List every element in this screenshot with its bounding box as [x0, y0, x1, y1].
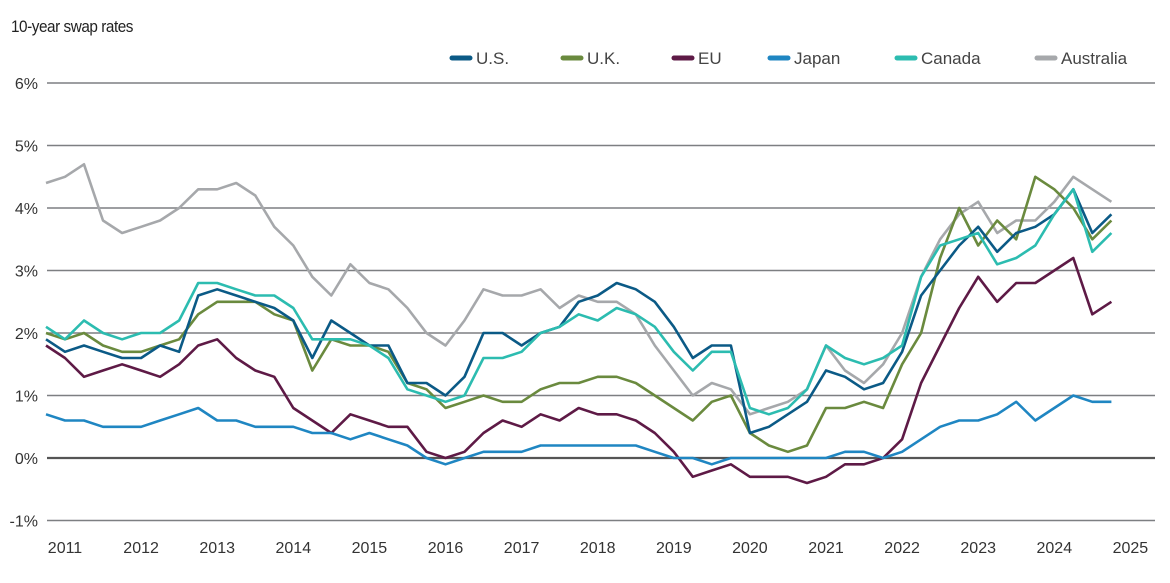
x-tick-label: 2023: [960, 540, 996, 557]
legend: U.S. U.K. EU Japan Canada Australia: [449, 49, 1128, 68]
x-tick-label: 2025: [1113, 540, 1149, 557]
legend-item: EU: [671, 49, 722, 68]
series-line-canada: [45, 188, 1113, 416]
x-tick-label: 2022: [884, 540, 920, 557]
legend-label: Canada: [921, 49, 981, 68]
x-axis-ticks: 2011 2012 2013 2014 2015 2016 2017 2018 2019 2020…: [48, 540, 1149, 557]
y-tick-label: 2%: [15, 326, 38, 343]
x-tick-label: 2011: [48, 540, 83, 557]
legend-label: U.K.: [587, 49, 620, 68]
x-tick-label: 2014: [276, 540, 312, 557]
legend-item: Australia: [1034, 49, 1128, 68]
series-lines: [45, 163, 1113, 485]
x-tick-label: 2021: [808, 540, 844, 557]
x-tick-label: 2018: [580, 540, 616, 557]
x-tick-label: 2012: [123, 540, 159, 557]
series-line-japan: [45, 394, 1112, 466]
x-tick-label: 2015: [352, 540, 388, 557]
series-line-us: [45, 188, 1113, 435]
y-tick-label: 1%: [15, 389, 38, 406]
x-tick-label: 2024: [1037, 540, 1073, 557]
series-line-eu: [45, 256, 1113, 485]
y-axis-ticks: 6% 5% 4% 3% 2% 1% 0% -1%: [10, 76, 38, 531]
y-tick-label: 4%: [15, 201, 38, 218]
legend-label: U.S.: [476, 49, 509, 68]
legend-label: Australia: [1061, 49, 1128, 68]
legend-label: EU: [698, 49, 722, 68]
x-tick-label: 2013: [199, 540, 235, 557]
legend-label: Japan: [794, 49, 840, 68]
y-tick-label: 3%: [15, 264, 38, 281]
y-tick-label: 5%: [15, 139, 38, 156]
y-tick-label: -1%: [10, 514, 38, 531]
legend-item: Canada: [894, 49, 981, 68]
legend-item: U.K.: [560, 49, 620, 68]
series-line-australia: [45, 163, 1113, 416]
x-tick-label: 2017: [504, 540, 540, 557]
legend-item: Japan: [767, 49, 840, 68]
x-tick-label: 2019: [656, 540, 692, 557]
y-tick-label: 0%: [15, 451, 38, 468]
y-tick-label: 6%: [15, 76, 38, 93]
series-line-uk: [45, 175, 1113, 454]
legend-item: U.S.: [449, 49, 509, 68]
chart-title: 10-year swap rates: [11, 17, 134, 36]
x-tick-label: 2020: [732, 540, 768, 557]
x-tick-label: 2016: [428, 540, 464, 557]
